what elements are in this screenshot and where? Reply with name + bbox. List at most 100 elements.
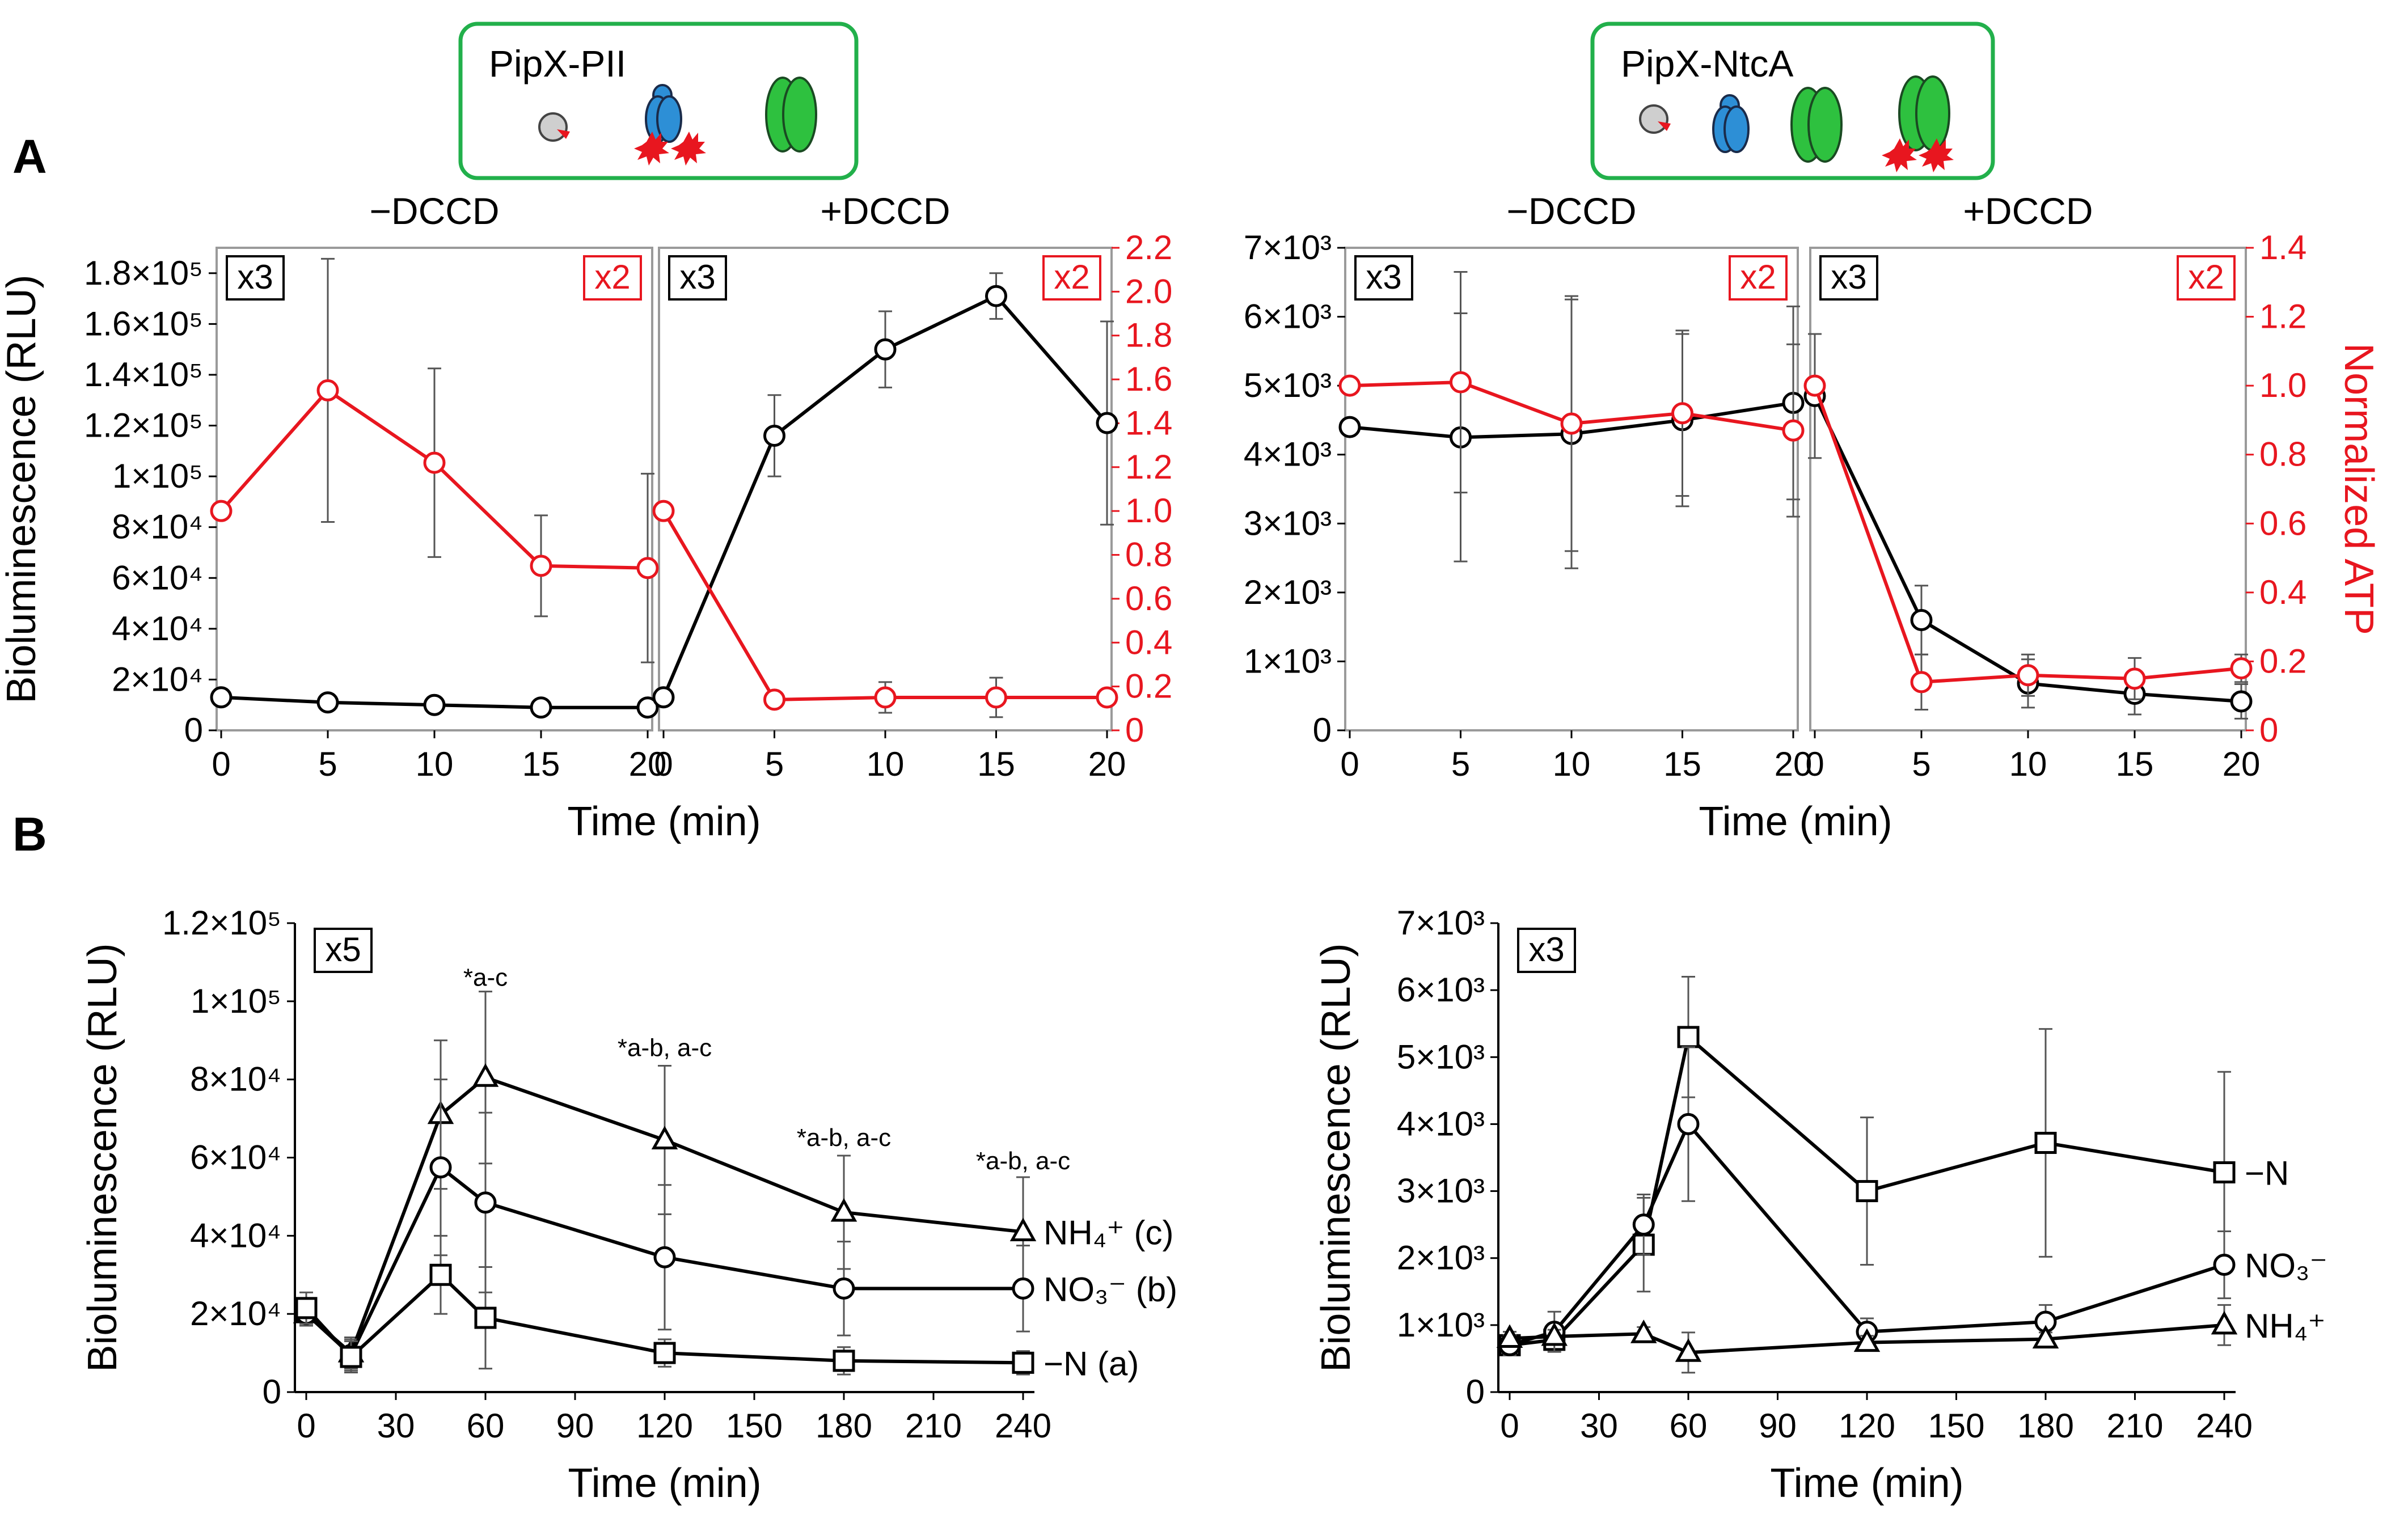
data-point-black bbox=[1338, 416, 1361, 438]
y2-tick-label: 0.6 bbox=[1125, 580, 1172, 618]
data-point-triangle bbox=[2211, 1310, 2238, 1335]
y-tick-label: 6×10⁴ bbox=[112, 559, 203, 597]
data-point-circle bbox=[653, 1246, 676, 1268]
data-point-black bbox=[530, 696, 552, 719]
data-point-black bbox=[652, 686, 675, 709]
x-tick-label: 15 bbox=[1663, 745, 1701, 783]
series-label: NH₄⁺ (c) bbox=[1044, 1213, 1173, 1251]
data-point-triangle bbox=[651, 1126, 678, 1149]
data-point-circle bbox=[1677, 1113, 1700, 1135]
x-axis-title: Time (min) bbox=[1770, 1461, 1963, 1506]
scheme-title: PipX-PII bbox=[489, 43, 626, 84]
data-point-red bbox=[210, 500, 233, 522]
y-tick-label: 1.2×10⁵ bbox=[162, 904, 281, 942]
data-point-triangle bbox=[1853, 1328, 1881, 1352]
y-tick-label: 4×10³ bbox=[1397, 1105, 1485, 1143]
data-point-square bbox=[2213, 1161, 2236, 1183]
y2-tick-label: 1.4 bbox=[2259, 229, 2306, 267]
x-tick-label: 240 bbox=[2196, 1407, 2253, 1445]
y2-tick-label: 1.6 bbox=[1125, 360, 1172, 398]
y-tick-label: 4×10⁴ bbox=[112, 610, 203, 648]
replicate-box-black bbox=[1354, 255, 1413, 301]
data-point-triangle bbox=[1009, 1217, 1037, 1241]
data-point-red bbox=[1338, 374, 1361, 397]
data-point-triangle bbox=[830, 1198, 857, 1222]
condition-label: +DCCD bbox=[820, 190, 950, 232]
y-tick-label: 0 bbox=[184, 711, 203, 749]
scheme-pipx-pii: PipX-PII bbox=[458, 22, 859, 180]
x-tick-label: 210 bbox=[905, 1407, 962, 1445]
y-tick-label: 8×10⁴ bbox=[112, 508, 203, 546]
data-point-red bbox=[985, 686, 1007, 709]
x-tick-label: 20 bbox=[629, 745, 667, 783]
panel-label-a: A bbox=[12, 130, 47, 183]
data-point-square bbox=[1677, 1026, 1700, 1048]
data-point-triangle bbox=[2032, 1325, 2059, 1349]
data-point-triangle bbox=[1675, 1338, 1702, 1362]
y-tick-label: 7×10³ bbox=[1397, 904, 1485, 942]
y2-tick-label: 0 bbox=[1125, 711, 1144, 749]
y2-tick-label: 1.2 bbox=[2259, 298, 2306, 336]
x-axis-title: Time (min) bbox=[567, 799, 761, 844]
y2-tick-label: 0.4 bbox=[1125, 623, 1172, 661]
y-tick-label: 4×10³ bbox=[1244, 435, 1332, 473]
data-point-black bbox=[985, 285, 1007, 307]
x-tick-label: 210 bbox=[2106, 1407, 2163, 1445]
data-point-triangle bbox=[472, 1063, 499, 1087]
y-tick-label: 0 bbox=[1466, 1373, 1485, 1411]
data-point-black bbox=[1910, 608, 1933, 631]
y-axis-title: Bioluminescence (RLU) bbox=[80, 943, 125, 1372]
data-point-red bbox=[1803, 374, 1826, 397]
pii-trimer-icon bbox=[1712, 94, 1750, 153]
y2-tick-label: 0.6 bbox=[2259, 504, 2306, 542]
condition-label: +DCCD bbox=[1963, 190, 2093, 232]
significance-annotation: *a-b, a-c bbox=[797, 1124, 891, 1152]
replicate-box-red bbox=[1042, 255, 1101, 301]
x-tick-label: 0 bbox=[1340, 745, 1359, 783]
y2-tick-label: 0.8 bbox=[1125, 536, 1172, 574]
x-axis-title: Time (min) bbox=[1699, 799, 1892, 844]
x-tick-label: 0 bbox=[1500, 1407, 1519, 1445]
y2-tick-label: 1.4 bbox=[1125, 404, 1172, 442]
data-point-red bbox=[763, 688, 785, 711]
y-tick-label: 1×10⁵ bbox=[191, 982, 281, 1020]
data-point-square bbox=[1856, 1180, 1878, 1203]
data-point-square bbox=[1012, 1351, 1034, 1374]
y2-tick-label: 1.0 bbox=[2259, 366, 2306, 404]
x-tick-label: 60 bbox=[1670, 1407, 1708, 1445]
data-point-circle bbox=[429, 1156, 452, 1179]
data-point-black bbox=[423, 693, 446, 716]
x-tick-label: 150 bbox=[726, 1407, 783, 1445]
data-point-red bbox=[652, 500, 675, 522]
data-point-circle bbox=[1012, 1277, 1034, 1300]
data-point-black bbox=[2230, 690, 2253, 713]
data-point-red bbox=[874, 686, 897, 709]
data-point-triangle bbox=[1541, 1322, 1568, 1346]
pipx-icon bbox=[538, 112, 570, 142]
scheme-pipx-ntca: PipX-NtcA bbox=[1590, 22, 1995, 180]
x-tick-label: 20 bbox=[1088, 745, 1126, 783]
x-tick-label: 240 bbox=[995, 1407, 1051, 1445]
series-label: NH₄⁺ bbox=[2245, 1307, 2326, 1345]
y-tick-label: 2×10⁴ bbox=[112, 660, 203, 698]
data-point-circle bbox=[2213, 1254, 2236, 1276]
replicate-label-red: x2 bbox=[594, 258, 630, 296]
y-tick-label: 2×10³ bbox=[1397, 1239, 1485, 1277]
y2-axis-title: Normalized ATP bbox=[2336, 343, 2381, 635]
y2-tick-label: 1.2 bbox=[1125, 448, 1172, 486]
x-tick-label: 0 bbox=[297, 1407, 315, 1445]
data-point-red bbox=[1560, 412, 1583, 435]
x-tick-label: 20 bbox=[1775, 745, 1813, 783]
series-label: −N (a) bbox=[1044, 1344, 1139, 1382]
series-label: NO₃⁻ bbox=[2245, 1247, 2327, 1285]
replicate-box-black bbox=[1819, 255, 1878, 301]
y2-tick-label: 0.4 bbox=[2259, 573, 2306, 611]
y-axis-title: Bioluminescence (RLU) bbox=[0, 274, 44, 703]
data-point-red bbox=[423, 451, 446, 474]
panel-label-b: B bbox=[12, 807, 47, 861]
replicate-box-red bbox=[1729, 255, 1788, 301]
data-point-triangle bbox=[1630, 1319, 1657, 1343]
y-tick-label: 1.2×10⁵ bbox=[84, 407, 203, 445]
